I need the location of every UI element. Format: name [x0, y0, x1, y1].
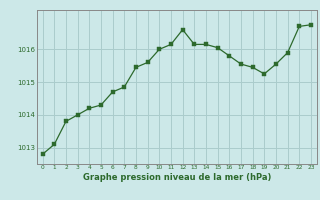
- X-axis label: Graphe pression niveau de la mer (hPa): Graphe pression niveau de la mer (hPa): [83, 173, 271, 182]
